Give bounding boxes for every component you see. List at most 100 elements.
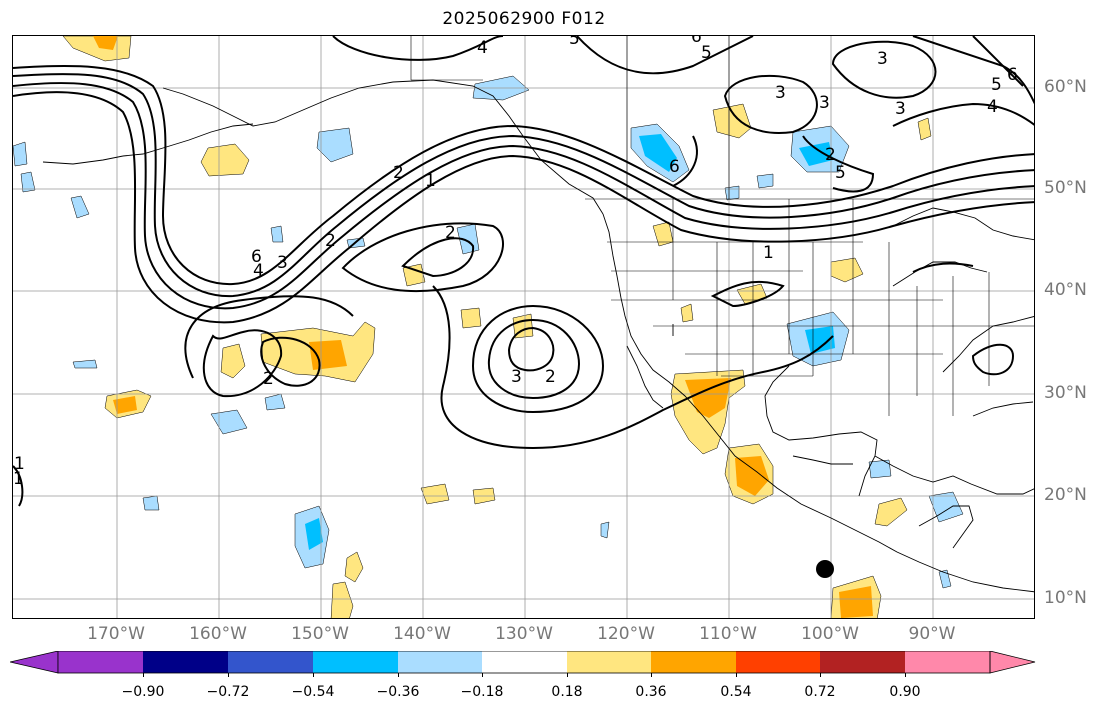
colorbar-segment [820,651,905,673]
contour-label: 5 [569,36,580,49]
lon-label: 90°W [908,624,956,644]
lon-label: 140°W [393,624,451,644]
shade-positive [460,307,482,329]
contour-label: 4 [987,97,998,117]
contour-label: 1 [425,171,436,191]
contour-label: 2 [825,145,836,165]
contour-label: 3 [511,367,522,387]
shade-positive [220,343,246,379]
map-panel: 4 5 6 5 3 3 2 3 6 5 4 6 5 3 2 1 6 4 3 2 … [12,35,1035,619]
lon-label: 120°W [597,624,655,644]
contour-label: 2 [325,231,336,251]
shade-positive [839,586,873,618]
contour-label: 4 [477,38,488,58]
lon-label: 130°W [495,624,553,644]
shade-positive [402,263,426,287]
colorbar-tick-label: 0.18 [551,684,583,700]
map-title: 2025062900 F012 [442,9,606,29]
contour-label: 2 [445,223,456,243]
shade-positive [113,396,137,414]
shade-negative [639,134,677,172]
colorbar-segment [651,651,736,673]
shade-negative [316,127,354,163]
shade-negative [868,459,892,479]
lon-label: 110°W [699,624,757,644]
contour-label-layer: 4 5 6 5 3 3 2 3 6 5 4 6 5 3 2 1 6 4 3 2 … [13,36,1018,489]
colorbar-tick-label: 0.72 [804,684,836,700]
lon-label: 150°W [291,624,349,644]
lat-label: 40°N [1044,280,1087,300]
shade-negative [20,171,36,193]
contour-label: 2 [393,163,404,183]
shade-positive [93,36,118,50]
colorbar-segment [482,651,567,673]
colorbar-segment [228,651,313,673]
lat-label: 50°N [1044,178,1087,198]
contour-label: 5 [835,163,846,183]
shade-positive [917,117,932,141]
colorbar-segment [143,651,228,673]
shade-negative [305,518,323,550]
colorbar-tick-label: 0.36 [635,684,667,700]
shade-negative [805,326,835,354]
shade-positive [330,581,354,618]
colorbar-extend-max [989,651,1036,674]
colorbar-tick-label: −0.90 [121,684,165,700]
shade-positive [200,143,250,177]
contour-label: 6 [1007,65,1018,85]
colorbar [10,651,1036,674]
contour-label: 6 [691,36,702,47]
colorbar-extend-min [10,651,59,674]
shade-negative [756,173,774,189]
storm-position-marker [816,560,834,578]
shade-negative [72,359,98,369]
shade-positive [685,378,731,418]
contour-label: 5 [701,43,712,63]
colorbar-tick-mark [651,673,652,677]
colorbar-segment [58,651,143,673]
shade-negative [142,495,160,511]
colorbar-tick-label: −0.18 [460,684,504,700]
colorbar-tick-mark [482,673,483,677]
shade-positive [736,283,768,305]
colorbar-tick-mark [820,673,821,677]
colorbar-tick-label: −0.72 [206,684,250,700]
lat-label: 60°N [1044,77,1087,97]
shade-positive [420,483,450,505]
colorbar-tick-label: 0.90 [889,684,921,700]
shade-negative [928,491,964,523]
colorbar-outline [57,651,991,674]
contour-label: 2 [545,367,556,387]
colorbar-tick-mark [313,673,314,677]
lon-label: 160°W [189,624,247,644]
colorbar-tick-mark [143,673,144,677]
contour-label: 1 [14,454,25,474]
shade-positive [874,497,908,527]
map-canvas: 4 5 6 5 3 3 2 3 6 5 4 6 5 3 2 1 6 4 3 2 … [13,36,1034,618]
colorbar-tick-label: −0.54 [291,684,335,700]
lat-label: 10°N [1044,588,1087,608]
contour-label: 5 [991,75,1002,95]
contour-label: 2 [263,369,274,389]
shade-positive [309,340,347,370]
shading-layer [13,36,964,618]
lon-label: 100°W [801,624,859,644]
contour-label: 6 [251,247,262,267]
shade-negative [13,141,28,167]
contour-lines [13,36,1034,507]
colorbar-segment [736,651,820,673]
contour-label: 6 [669,157,680,177]
shade-positive [735,456,769,496]
state-borders [410,36,1034,416]
colorbar-tick-label: 0.54 [720,684,752,700]
shade-negative [600,521,610,539]
shade-negative [210,409,248,435]
contour-label: 3 [877,49,888,69]
shade-positive [712,103,752,139]
colorbar-segment [398,651,482,673]
contour-label: 3 [895,99,906,119]
shade-positive [652,221,674,247]
lat-label: 20°N [1044,485,1087,505]
shade-positive [830,257,864,283]
contour-label: 3 [819,93,830,113]
